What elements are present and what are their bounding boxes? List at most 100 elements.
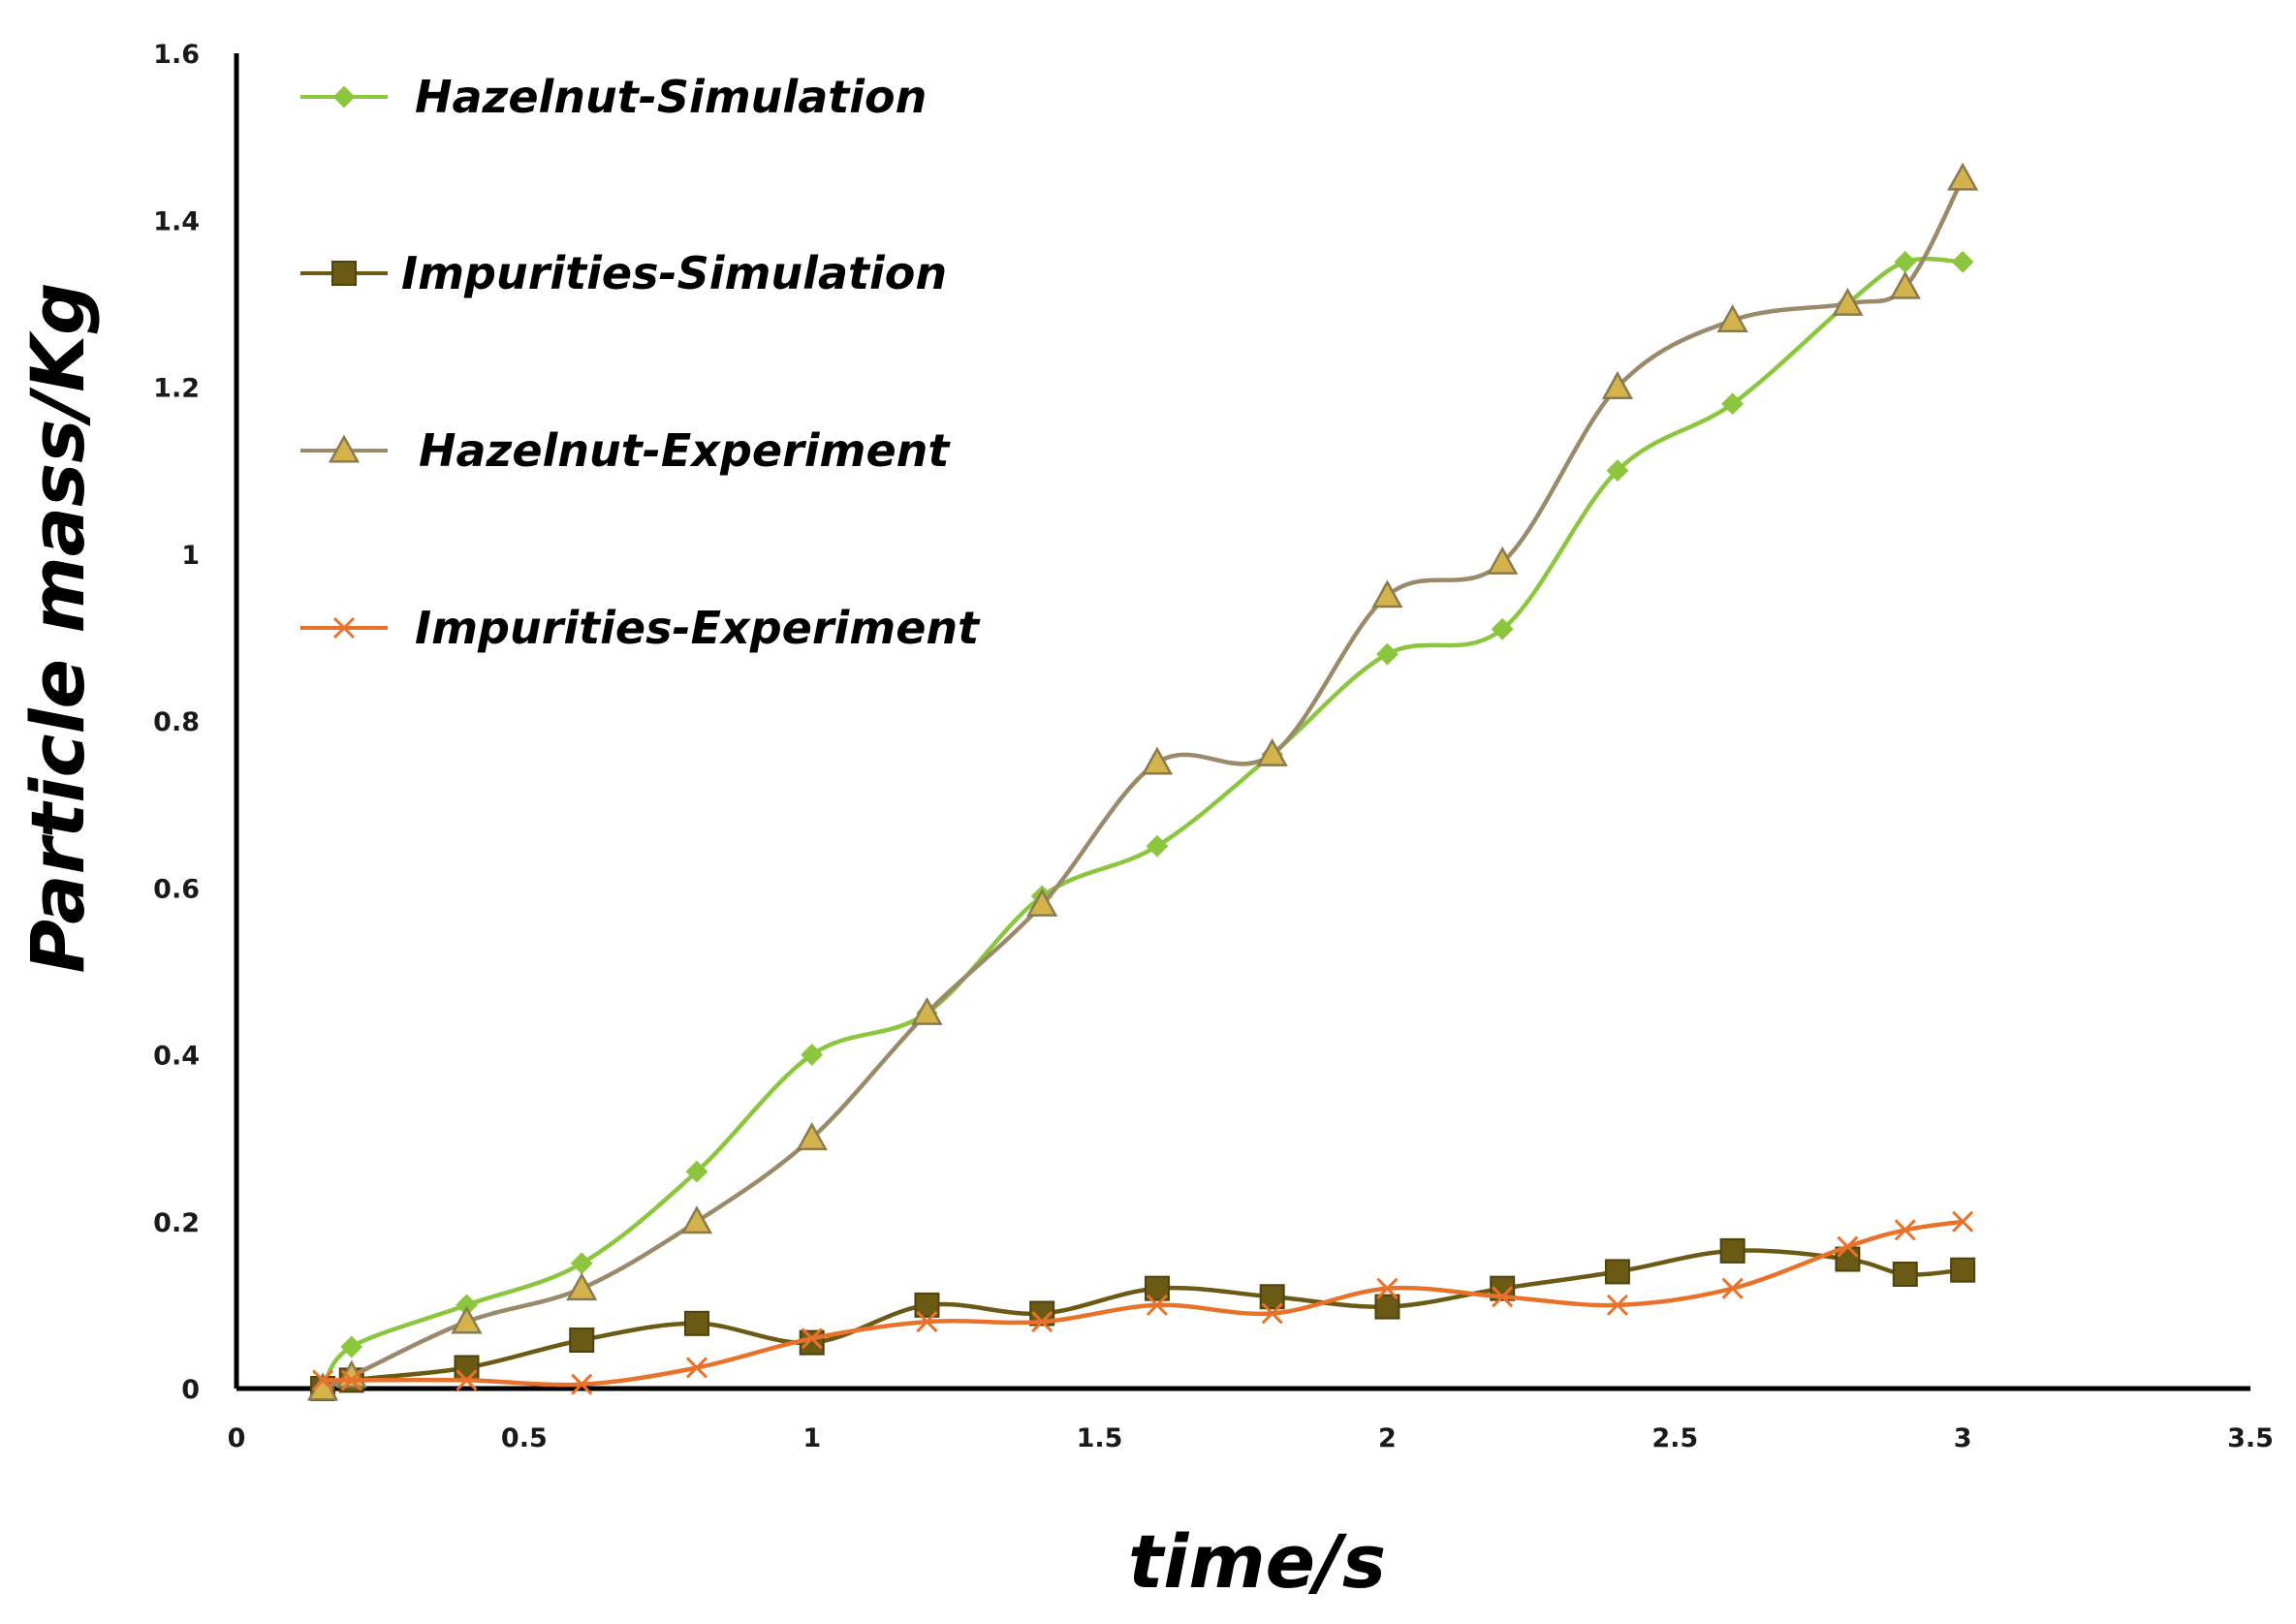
data-point-marker [1892,1262,1918,1288]
y-tick-label: 0.8 [153,707,200,737]
marker-stroke [1492,1286,1514,1308]
legend-label: Hazelnut-Experiment [419,424,951,477]
legend-marker [331,261,357,286]
data-point-marker [1950,1257,1976,1283]
data-point-marker [1606,1294,1628,1316]
marker-stroke [801,1327,823,1350]
legend-label: Impurities-Experiment [415,602,981,654]
data-point-marker [451,1305,483,1334]
x-axis-title: time/s [1128,1518,1386,1605]
data-point-marker [685,1160,708,1183]
data-point-marker [1026,888,1058,917]
data-point-marker [1031,1311,1054,1333]
data-point-marker [331,261,357,286]
data-point-marker [1256,737,1288,766]
y-tick-label: 1.2 [153,374,200,404]
data-point-marker [454,1355,480,1381]
series-hazelnut-experiment [306,162,1979,1401]
y-axis-title: Particle mass/Kg [15,282,101,973]
legend-marker [332,616,356,640]
legend: Hazelnut-Simulation Impurities-Simulatio… [300,71,981,654]
legend-item-impurities-simulation: Impurities-Simulation [300,247,947,299]
data-point-marker [1952,1210,1974,1233]
series-line [320,175,1966,1391]
data-point-marker [1261,1302,1283,1325]
marker-stroke [1894,1219,1916,1241]
data-point-marker [1889,270,1921,299]
data-point-marker [1721,392,1745,416]
data-point-marker [1832,287,1864,316]
y-tick-labels: 0 0.2 0.4 0.6 0.8 1 1.2 1.4 1.6 [153,40,200,1405]
data-point-marker [801,1044,824,1066]
x-tick-label: 2 [1378,1423,1397,1453]
marker-stroke [571,1373,593,1395]
marker-stroke [1837,1235,1859,1258]
data-point-marker [1146,1294,1169,1316]
x-tick-label: 0 [228,1423,246,1453]
data-point-marker [1894,250,1917,273]
x-tick-label: 0.5 [501,1423,548,1453]
x-tick-label: 3 [1954,1423,1972,1453]
data-point-marker [801,1327,823,1350]
series-group [306,162,1979,1401]
data-point-marker [1606,459,1629,483]
legend-item-hazelnut-experiment: Hazelnut-Experiment [300,424,951,477]
data-point-marker [1376,1277,1399,1299]
y-tick-label: 1 [181,541,200,571]
data-point-marker [911,996,943,1025]
marker-stroke [1606,1294,1628,1316]
data-point-marker [1146,834,1169,858]
data-point-marker [340,1369,362,1391]
marker-stroke [1376,1277,1399,1299]
data-point-marker [1374,1294,1400,1320]
series-impurities-simulation [310,1237,1976,1401]
data-point-marker [340,1335,363,1359]
data-point-marker [1716,304,1748,333]
data-point-marker [311,1369,334,1391]
data-point-marker [332,85,356,109]
legend-label: Hazelnut-Simulation [415,71,927,123]
data-point-marker [683,1310,709,1336]
marker-stroke [1031,1311,1054,1333]
marker-stroke [1721,1277,1744,1299]
marker-stroke [685,1357,708,1379]
x-tick-label: 1.5 [1077,1423,1123,1453]
legend-item-hazelnut-simulation: Hazelnut-Simulation [300,71,927,123]
data-point-marker [916,1311,938,1333]
marker-stroke [456,1369,478,1391]
data-point-marker [1487,546,1519,575]
legend-label: Impurities-Simulation [401,247,947,299]
marker-stroke [340,1369,362,1391]
marker-stroke [1146,1294,1169,1316]
series-impurities-experiment [311,1210,1974,1395]
data-point-marker [1492,1286,1514,1308]
data-point-marker [685,1357,708,1379]
marker-stroke [1952,1210,1974,1233]
axes: 0 0.5 1 1.5 2 2.5 3 3.5 0 0.2 0.4 0.6 0.8 1 1.2 1.4 1.6 [153,40,2274,1453]
y-tick-label: 0.4 [153,1042,200,1072]
x-tick-labels: 0 0.5 1 1.5 2 2.5 3 3.5 [228,1423,2274,1453]
marker-stroke [311,1369,334,1391]
legend-marker [328,434,361,463]
data-point-marker [571,1373,593,1395]
data-point-marker [1376,642,1399,666]
data-point-marker [332,616,356,640]
series-line [320,1219,1966,1388]
data-point-marker [1951,250,1974,273]
y-tick-label: 0.6 [153,874,200,904]
data-point-marker [566,1272,598,1301]
data-point-marker [328,434,361,463]
data-point-marker [570,1252,593,1275]
data-point-marker [1721,1277,1744,1299]
x-tick-label: 3.5 [2227,1423,2274,1453]
legend-item-impurities-experiment: Impurities-Experiment [300,602,981,654]
data-point-marker [796,1122,828,1151]
y-tick-label: 1.4 [153,206,200,236]
data-point-marker [680,1205,713,1234]
data-point-marker [799,1329,825,1356]
marker-stroke [1261,1302,1283,1325]
marker-stroke [916,1311,938,1333]
y-tick-label: 1.6 [153,40,200,70]
y-tick-label: 0.2 [153,1208,200,1238]
data-point-marker [1491,617,1514,640]
